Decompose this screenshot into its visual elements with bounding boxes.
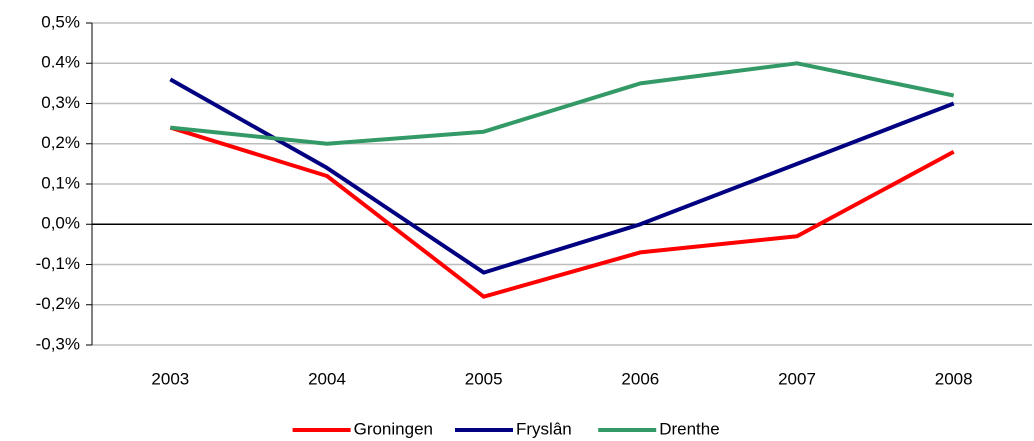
series-line: [169, 125, 955, 299]
x-tick-label: 2005: [465, 369, 503, 388]
x-tick-label: 2006: [621, 369, 659, 388]
x-tick-label: 2007: [778, 369, 816, 388]
x-tick-label: 2008: [935, 369, 973, 388]
y-tick-label: 0,3%: [41, 93, 80, 112]
series-line: [169, 77, 955, 275]
legend-label: Groningen: [354, 419, 433, 438]
x-tick-label: 2004: [308, 369, 346, 388]
y-tick-label: 0,1%: [41, 173, 80, 192]
y-tick-label: 0,2%: [41, 133, 80, 152]
x-tick-label: 2003: [151, 369, 189, 388]
y-tick-label: -0,3%: [36, 334, 80, 353]
y-tick-label: 0,0%: [41, 214, 80, 233]
y-tick-label: 0.4%: [41, 53, 80, 72]
y-tick-label: 0,5%: [41, 12, 80, 31]
legend-label: Fryslân: [516, 419, 572, 438]
y-tick-label: -0,1%: [36, 254, 80, 273]
series-line: [170, 61, 955, 146]
legend-label: Drenthe: [659, 419, 719, 438]
y-tick-label: -0,2%: [36, 294, 80, 313]
